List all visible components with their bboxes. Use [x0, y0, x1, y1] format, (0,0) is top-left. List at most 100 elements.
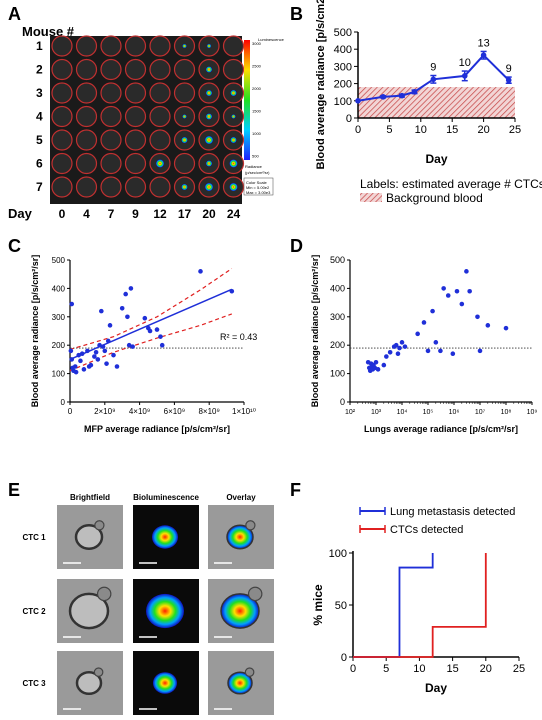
well: [75, 82, 98, 104]
well: [173, 152, 196, 175]
bioluminescence-image: [133, 505, 199, 569]
legend-label: Lung metastasis detected: [390, 506, 515, 518]
x-tick-label: 10⁷: [475, 409, 486, 416]
luminescence-spot: [229, 183, 238, 191]
data-point: [477, 348, 483, 354]
mouse-number: 1: [36, 39, 43, 53]
well: [124, 176, 147, 198]
well: [149, 176, 171, 198]
y-tick-label: 100: [52, 370, 66, 379]
data-point: [425, 348, 431, 354]
x-tick-label: 10²: [345, 409, 356, 416]
luminescence-spot: [207, 44, 211, 48]
overlay-image: [208, 651, 274, 715]
data-point: [81, 367, 87, 372]
well: [124, 152, 147, 175]
luminescence-spot: [231, 114, 236, 119]
data-point: [97, 342, 102, 348]
data-point: [102, 348, 108, 354]
luminescent-cell: [153, 672, 177, 694]
data-point: [123, 291, 128, 297]
data-point: [384, 354, 389, 359]
series-line: [353, 553, 434, 658]
ci-lower-line: [69, 313, 233, 372]
mouse-number: 3: [36, 86, 43, 100]
data-point: [128, 286, 134, 291]
panel-a-letter: A: [8, 4, 21, 24]
cell-fragment: [245, 520, 256, 531]
well: [100, 152, 122, 175]
day-number: 0: [59, 207, 66, 221]
color-scale-min: Min = 5.00e2: [246, 185, 270, 190]
x-tick-label: 20: [480, 663, 492, 675]
ctc-image-grid: Brightfield Bioluminescence Overlay CTC 1 CT…: [22, 493, 274, 715]
ci-upper-line: [69, 268, 233, 351]
data-point: [130, 344, 135, 349]
x-tick-label: 10⁹: [527, 409, 538, 416]
luminescence-spots: [156, 44, 238, 191]
data-point: [464, 269, 469, 274]
well: [100, 35, 122, 57]
data-point: [69, 301, 75, 307]
cell: [75, 670, 103, 696]
cell-fragment: [96, 586, 112, 602]
well: [51, 58, 73, 81]
data-point: [433, 340, 439, 345]
colorbar: [244, 40, 250, 160]
data-point: [95, 357, 101, 362]
chart-c: 0 100 200 300 400 500 0 2×10⁹ 4×10⁹ 6×10⁹ 8×10⁹ 1×1…: [30, 255, 256, 434]
data-point: [111, 352, 116, 358]
well: [149, 35, 171, 57]
luminescence-spot: [181, 137, 188, 143]
well: [149, 105, 171, 128]
x-axis-title: Day: [425, 681, 447, 695]
y-tick-label: 0: [61, 398, 66, 407]
well: [51, 82, 73, 104]
mouse-number: 5: [36, 133, 43, 147]
data-point: [68, 348, 74, 354]
luminescence-spot: [182, 44, 187, 48]
day-number: 7: [108, 207, 115, 221]
day-number: 12: [153, 207, 167, 221]
data-point: [461, 73, 468, 79]
mouse-header: Mouse #: [22, 24, 75, 39]
data-point: [159, 342, 165, 348]
brightfield-image: [57, 505, 123, 569]
data-point: [100, 344, 106, 349]
data-point: [380, 94, 386, 100]
y-tick-label: 100: [330, 369, 345, 379]
x-tick-label: 10: [413, 663, 425, 675]
panel-f-letter: F: [290, 480, 301, 500]
mouse-number: 6: [36, 157, 43, 171]
data-point: [402, 344, 408, 349]
data-point: [454, 288, 460, 294]
data-point: [154, 327, 160, 332]
day-labels: 0 4 7 9 12 17 20 24: [59, 207, 241, 221]
y-tick-label: 0: [341, 652, 347, 664]
row-label: CTC 2: [22, 607, 46, 616]
data-point: [450, 351, 456, 357]
y-tick-label: 500: [330, 255, 345, 265]
x-tick-label: 15: [446, 663, 458, 675]
well: [100, 58, 122, 81]
colorbar-ticks: 3000 2500 2000 1500 1000 500: [252, 41, 262, 159]
data-point: [105, 338, 111, 344]
series-line: [357, 53, 510, 102]
y-tick-label: 400: [334, 44, 352, 56]
x-tick-label: 0: [68, 407, 73, 416]
y-tick-label: 500: [334, 27, 352, 39]
chart-f: 0 50 100 0 5 10 15 20 25 Day % mice Lung metastasis…: [311, 506, 525, 695]
luminescence-spot: [229, 159, 238, 168]
r2-label: R² = 0.43: [220, 332, 257, 342]
data-point: [395, 351, 401, 357]
background-legend-label: Background blood: [386, 191, 483, 205]
well: [75, 35, 98, 57]
data-point: [399, 92, 405, 99]
x-axis-title: MFP average radiance [p/s/cm²/sr]: [84, 424, 230, 434]
x-tick-label: 25: [509, 124, 521, 136]
luminescence-spot: [230, 90, 237, 96]
well: [222, 58, 245, 81]
data-label: 9: [506, 63, 512, 75]
luminescence-spot: [205, 183, 213, 191]
x-tick-label: 6×10⁹: [164, 407, 185, 416]
